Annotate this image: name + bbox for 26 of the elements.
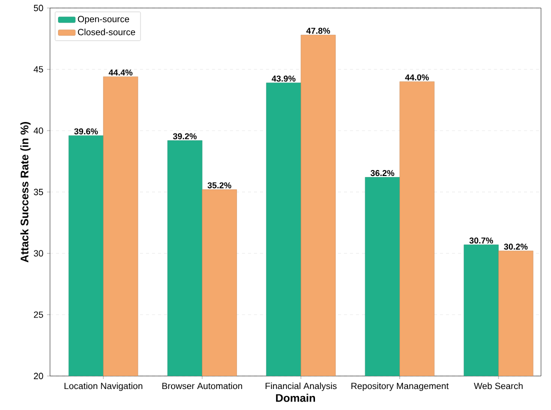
y-tick-label: 30	[34, 250, 44, 257]
data-label: 44.0%	[405, 74, 429, 80]
data-label: 35.2%	[208, 182, 232, 188]
y-tick-label: 20	[34, 372, 44, 380]
legend-label: Closed-source	[78, 28, 136, 36]
data-label: 43.9%	[272, 76, 296, 82]
x-tick-label: Location Navigation	[64, 382, 142, 391]
x-tick-label: Repository Management	[351, 382, 449, 391]
y-axis-title: Attack Success Rate (in %)	[20, 122, 31, 262]
x-tick-label: Web Search	[474, 382, 523, 390]
y-tick-label: 35	[34, 188, 44, 196]
data-label: 36.2%	[370, 170, 394, 176]
y-tick-label: 50	[34, 4, 44, 12]
y-tick-label: 45	[34, 66, 44, 72]
data-label: 39.6%	[74, 128, 98, 134]
x-tick-label: Financial Analysis	[266, 382, 337, 391]
data-label: 30.2%	[504, 244, 528, 250]
y-tick-label: 25	[34, 311, 44, 318]
data-label: 39.2%	[172, 133, 197, 140]
data-label: 30.7%	[469, 238, 494, 244]
data-label: 44.4%	[108, 70, 132, 76]
x-axis-title: Domain	[276, 394, 315, 402]
data-label: 47.8%	[306, 28, 330, 34]
y-tick-label: 40	[34, 127, 44, 134]
x-tick-label: Browser Automation	[162, 382, 242, 390]
legend-label: Open-source	[78, 16, 130, 24]
